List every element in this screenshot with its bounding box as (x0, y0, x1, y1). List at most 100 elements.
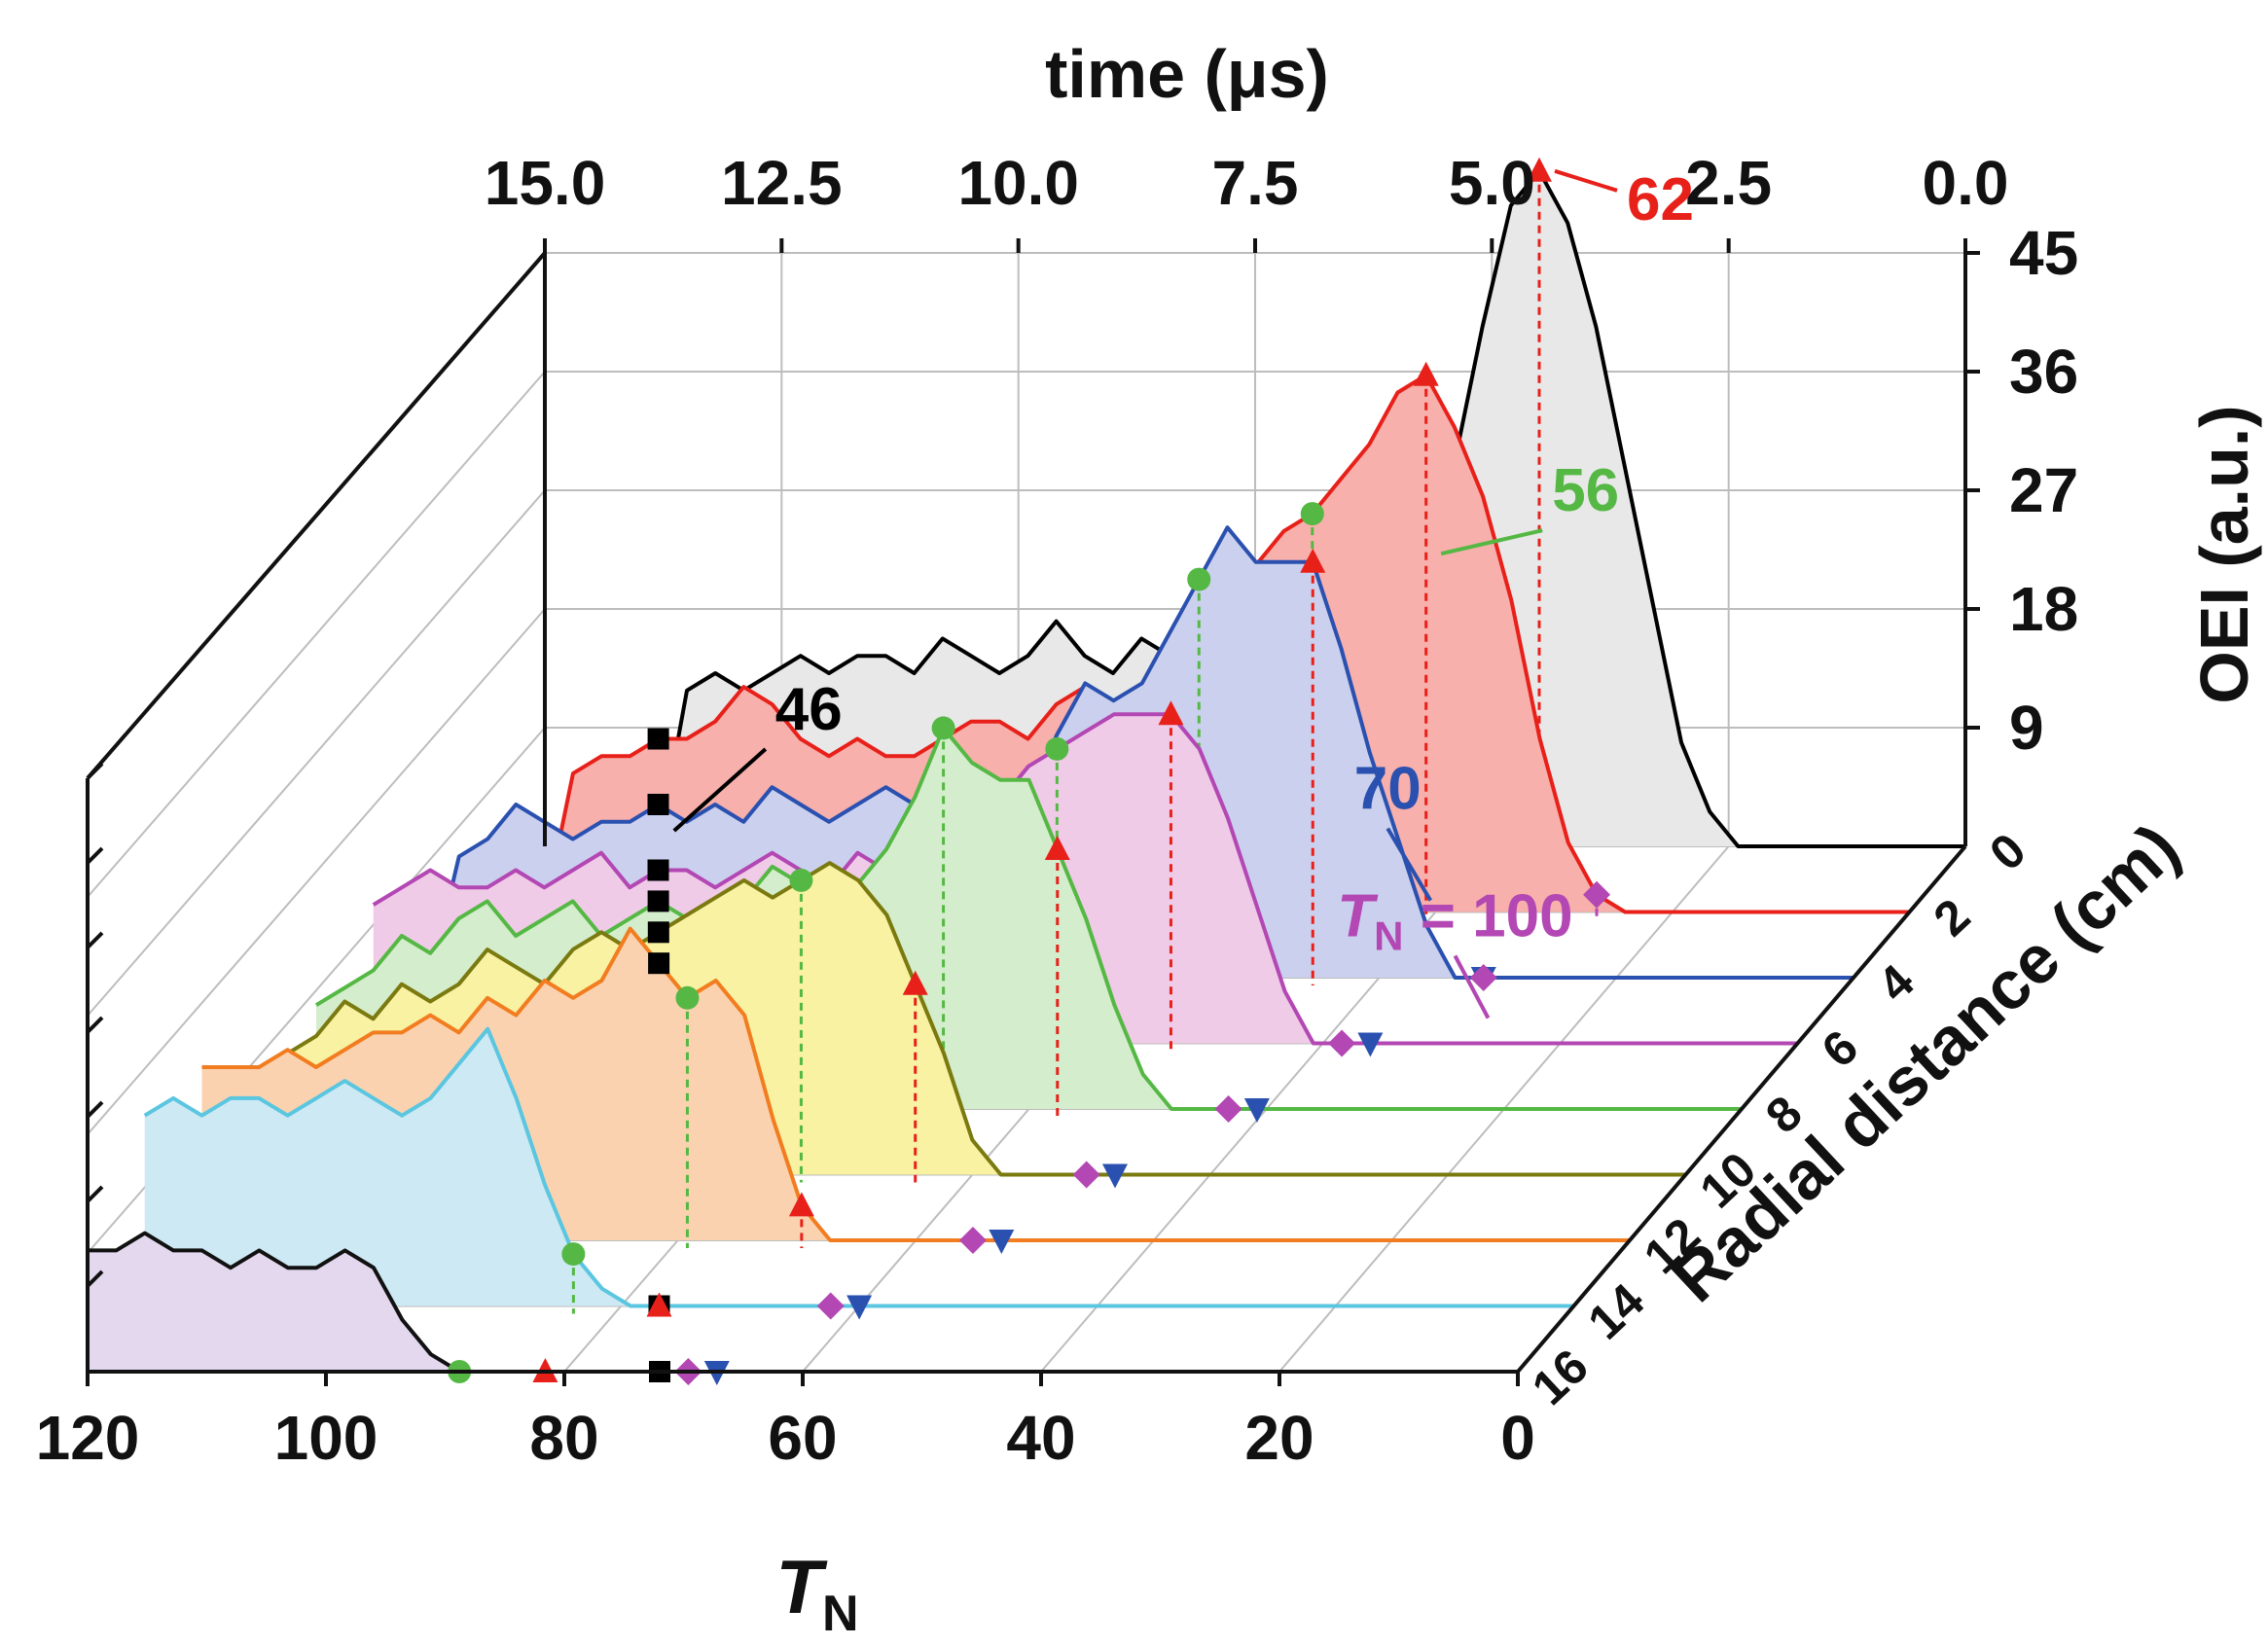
annotation-4: 46 (672, 676, 843, 833)
annotation-2: TN = 100 (1337, 883, 1573, 1019)
annotation-label: TN = 100 (1337, 883, 1572, 959)
x2-axis-title: time (μs) (1045, 36, 1329, 112)
marker-diamond (1469, 964, 1497, 991)
marker-diamond (1072, 1161, 1100, 1189)
z-axis-title: OEI (a.u.) (2186, 405, 2262, 703)
x-axis-title-sub: N (822, 1586, 859, 1642)
marker-circle (1045, 736, 1069, 761)
marker-triangle-up (1527, 157, 1552, 182)
marker-circle (1300, 502, 1324, 526)
x-axis-title-main: T (775, 1544, 828, 1629)
x2-tick-label: 7.5 (1212, 148, 1299, 218)
series-line (372, 712, 1798, 1046)
marker-square (647, 890, 669, 912)
z-tick-label: 18 (2009, 574, 2078, 644)
left-tick-mark (86, 1270, 104, 1288)
x-tick-label: 120 (36, 1403, 140, 1473)
marker-triangle-up (788, 1192, 814, 1217)
marker-square (647, 859, 669, 881)
grid-line-side (87, 371, 546, 898)
z-tick-label: 27 (2009, 455, 2078, 525)
marker-diamond (1214, 1095, 1242, 1123)
marker-triangle-up (1300, 548, 1326, 573)
x2-tick-label: 0.0 (1923, 148, 2009, 218)
grid-line-side (87, 489, 546, 1017)
annotation-0: 62 (1554, 166, 1694, 233)
left-tick-mark (86, 762, 104, 780)
marker-triangle-down (1357, 1032, 1384, 1057)
marker-circle (931, 716, 955, 740)
x-tick-label: 60 (768, 1403, 837, 1473)
series-area (201, 928, 1630, 1240)
marker-triangle-up (1044, 836, 1070, 860)
marker-circle (561, 1242, 586, 1267)
marker-diamond (958, 1227, 987, 1254)
marker-diamond (1328, 1029, 1356, 1057)
marker-square (647, 794, 669, 815)
marker-triangle-up (646, 1292, 672, 1317)
marker-circle (789, 868, 813, 892)
marker-triangle-down (846, 1295, 873, 1320)
series-line (314, 726, 1742, 1111)
annotation-arrow (1440, 528, 1543, 556)
series-area (88, 1233, 1518, 1372)
x2-tick-label: 10.0 (957, 148, 1079, 218)
marker-triangle-up (902, 970, 928, 995)
annotation-3: 56 (1440, 457, 1619, 556)
frame-side-top (86, 251, 547, 780)
annotation-label: 62 (1627, 166, 1694, 233)
annotation-arrow (1386, 827, 1432, 902)
marker-triangle-up (1413, 361, 1439, 386)
annotation-label: 46 (775, 676, 843, 743)
x2-tick-label: 12.5 (721, 148, 843, 218)
marker-circle (1187, 567, 1211, 591)
marker-triangle-down (1102, 1163, 1128, 1189)
x-axis-title: TN (775, 1544, 858, 1642)
marker-diamond (816, 1292, 845, 1320)
z-tick-label: 45 (2009, 218, 2078, 288)
series-area (545, 170, 1965, 847)
y-tick-label: 0 (1979, 823, 2036, 881)
annotation-arrow (1554, 168, 1618, 193)
y-tick-label: 2 (1924, 888, 1981, 947)
x-tick-label: 40 (1006, 1403, 1075, 1473)
z-tick-label: 36 (2009, 337, 2078, 407)
x2-tick-label: 5.0 (1449, 148, 1535, 218)
annotation-1: 70 (1354, 756, 1432, 902)
left-tick-mark (86, 1185, 104, 1203)
y-tick-label: 6 (1812, 1019, 1869, 1078)
grid-line-side (87, 608, 546, 1135)
marker-circle (675, 985, 700, 1010)
left-tick-mark (86, 1016, 104, 1034)
left-tick-mark (86, 846, 104, 865)
marker-triangle-down (989, 1230, 1015, 1254)
series-layer (88, 157, 1965, 1385)
y-tick-label: 14 (1577, 1272, 1654, 1349)
marker-square (647, 921, 669, 944)
marker-square (647, 728, 669, 750)
series-7 (143, 1026, 1574, 1320)
left-tick-mark (86, 1100, 104, 1119)
series-6 (201, 926, 1630, 1254)
series-line (201, 926, 1630, 1242)
annotation-label: 70 (1354, 756, 1422, 823)
z-tick-label: 9 (2009, 693, 2044, 763)
frame-right-floor (1516, 844, 1967, 1374)
left-tick-mark (86, 931, 104, 949)
x-tick-label: 100 (274, 1403, 378, 1473)
annotation-arrow (1453, 954, 1491, 1019)
annotation-arrow (672, 747, 768, 833)
x2-tick-label: 15.0 (485, 148, 606, 218)
x-tick-label: 20 (1244, 1403, 1314, 1473)
marker-diamond (1583, 880, 1611, 909)
annotations: 62 70 TN = 100 56 46 (672, 166, 1694, 1019)
series-area (487, 375, 1910, 912)
annotation-label: 56 (1552, 457, 1619, 524)
marker-triangle-up (1158, 700, 1184, 726)
series-area (144, 1028, 1574, 1306)
y-axis-title: Radial distance (cm) (1657, 809, 2193, 1316)
marker-square (648, 952, 670, 975)
marker-triangle-down (1243, 1098, 1270, 1123)
x-tick-label: 80 (529, 1403, 598, 1473)
